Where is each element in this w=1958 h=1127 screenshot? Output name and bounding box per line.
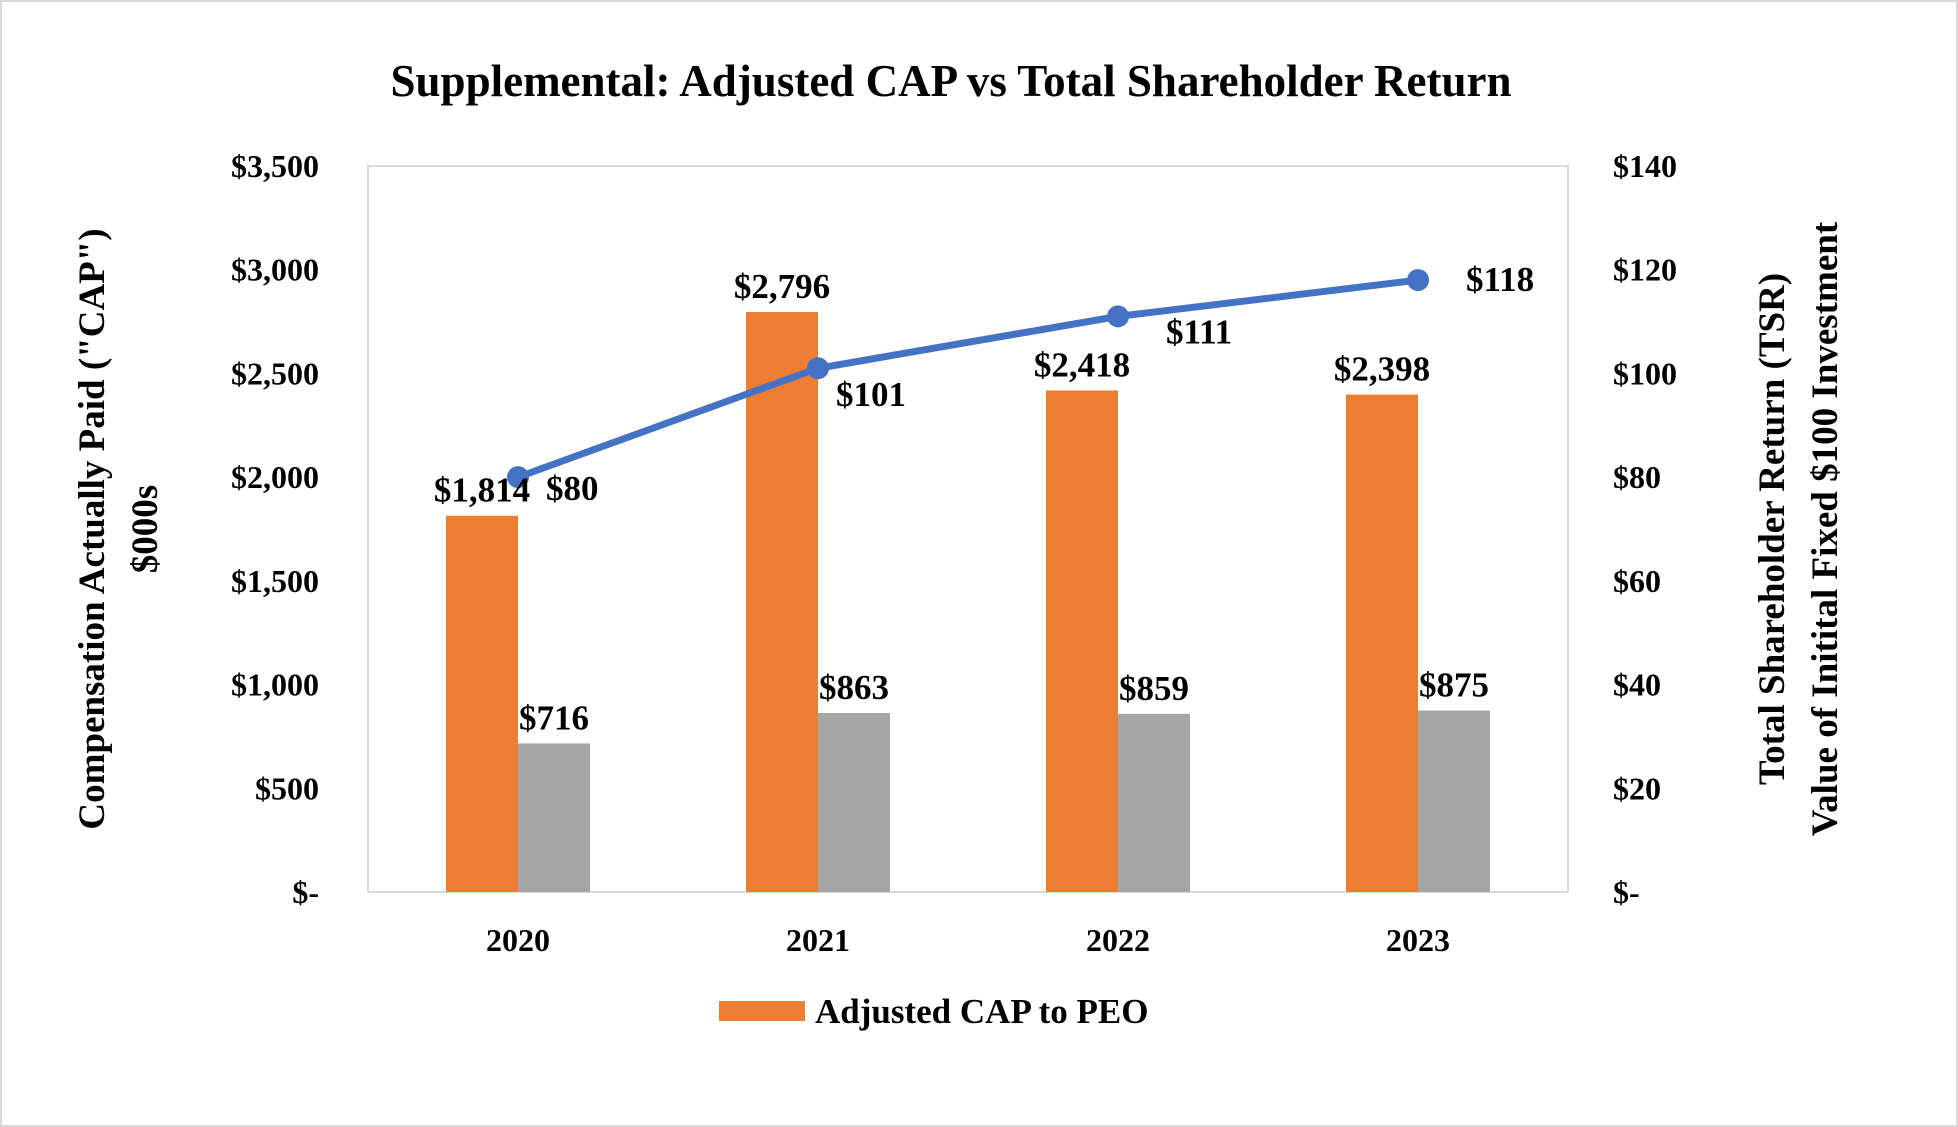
bar-data-label: $716 <box>519 698 589 737</box>
tsr-data-label: $111 <box>1166 312 1232 351</box>
tsr-point <box>1107 305 1129 328</box>
y2-tick-label: $100 <box>1613 355 1677 391</box>
bar-secondary <box>818 712 890 892</box>
tsr-point <box>1407 269 1429 292</box>
x-tick-label: 2021 <box>786 922 850 958</box>
y2-tick-label: $20 <box>1613 770 1661 806</box>
chart-title: Supplemental: Adjusted CAP vs Total Shar… <box>390 56 1511 106</box>
x-tick-label: 2023 <box>1386 922 1450 958</box>
y2-axis-title-line-1: Total Shareholder Return (TSR) <box>1752 273 1793 785</box>
y2-axis-title-line-2: Value of Initital Fixed $100 Investment <box>1805 221 1846 836</box>
tsr-line <box>507 269 1429 489</box>
tsr-data-label: $101 <box>836 375 906 414</box>
bar-secondary <box>518 743 590 892</box>
x-axis-ticks: 2020 2021 2022 2023 <box>486 922 1450 958</box>
y2-tick-label: $40 <box>1613 667 1661 703</box>
bar-adjusted-cap <box>446 515 518 892</box>
y2-tick-label: $140 <box>1613 148 1677 184</box>
y2-axis-title: Total Shareholder Return (TSR) Value of … <box>1752 221 1846 836</box>
bar-secondary <box>1418 710 1490 892</box>
bar-data-label: $2,398 <box>1334 350 1430 389</box>
data-labels: $1,814 $2,796 $2,418 $2,398 $716 $863 $859 $875… <box>434 260 1534 737</box>
y-axis-title-line-2: $000s <box>125 485 166 573</box>
bar-data-label: $2,418 <box>1034 345 1130 384</box>
tsr-point <box>807 357 829 380</box>
tsr-data-label: $80 <box>546 469 599 508</box>
legend-label-adjusted-cap: Adjusted CAP to PEO <box>815 992 1149 1031</box>
y-axis-title: Compensation Actually Paid ("CAP") $000s <box>72 228 166 829</box>
y-tick-label: $1,000 <box>231 667 319 703</box>
tsr-point <box>507 466 529 489</box>
bar-data-label: $859 <box>1119 669 1189 708</box>
y-axis-title-line-1: Compensation Actually Paid ("CAP") <box>72 228 113 829</box>
y-tick-label: $3,500 <box>231 148 319 184</box>
x-tick-label: 2022 <box>1086 922 1150 958</box>
bar-data-label: $863 <box>819 668 889 707</box>
legend-swatch-adjusted-cap <box>719 1001 805 1021</box>
y2-tick-label: $120 <box>1613 252 1677 288</box>
y-tick-label: $2,000 <box>231 459 319 495</box>
bar-data-label: $2,796 <box>734 267 830 306</box>
bars <box>446 312 1490 892</box>
bar-data-label: $875 <box>1419 666 1489 705</box>
y-tick-label: $2,500 <box>231 355 319 391</box>
tsr-data-label: $118 <box>1466 260 1534 299</box>
bar-adjusted-cap <box>1346 394 1418 892</box>
y2-tick-label: $80 <box>1613 459 1661 495</box>
y-tick-label: $3,000 <box>231 252 319 288</box>
bar-adjusted-cap <box>746 312 818 892</box>
y2-tick-label: $- <box>1613 874 1640 910</box>
y-axis-ticks: $- $500 $1,000 $1,500 $2,000 $2,500 $3,000 $3,5… <box>231 148 319 910</box>
bar-secondary <box>1118 713 1190 892</box>
y2-axis-ticks: $- $20 $40 $60 $80 $100 $120 $140 <box>1613 148 1677 910</box>
y2-tick-label: $60 <box>1613 563 1661 599</box>
y-tick-label: $1,500 <box>231 563 319 599</box>
y-tick-label: $500 <box>255 770 319 806</box>
tsr-line-path <box>516 276 1419 481</box>
bar-adjusted-cap <box>1046 390 1118 892</box>
bar-data-label: $1,814 <box>434 471 530 510</box>
y-tick-label: $- <box>292 874 319 910</box>
legend: Adjusted CAP to PEO <box>719 992 1149 1031</box>
x-tick-label: 2020 <box>486 922 550 958</box>
